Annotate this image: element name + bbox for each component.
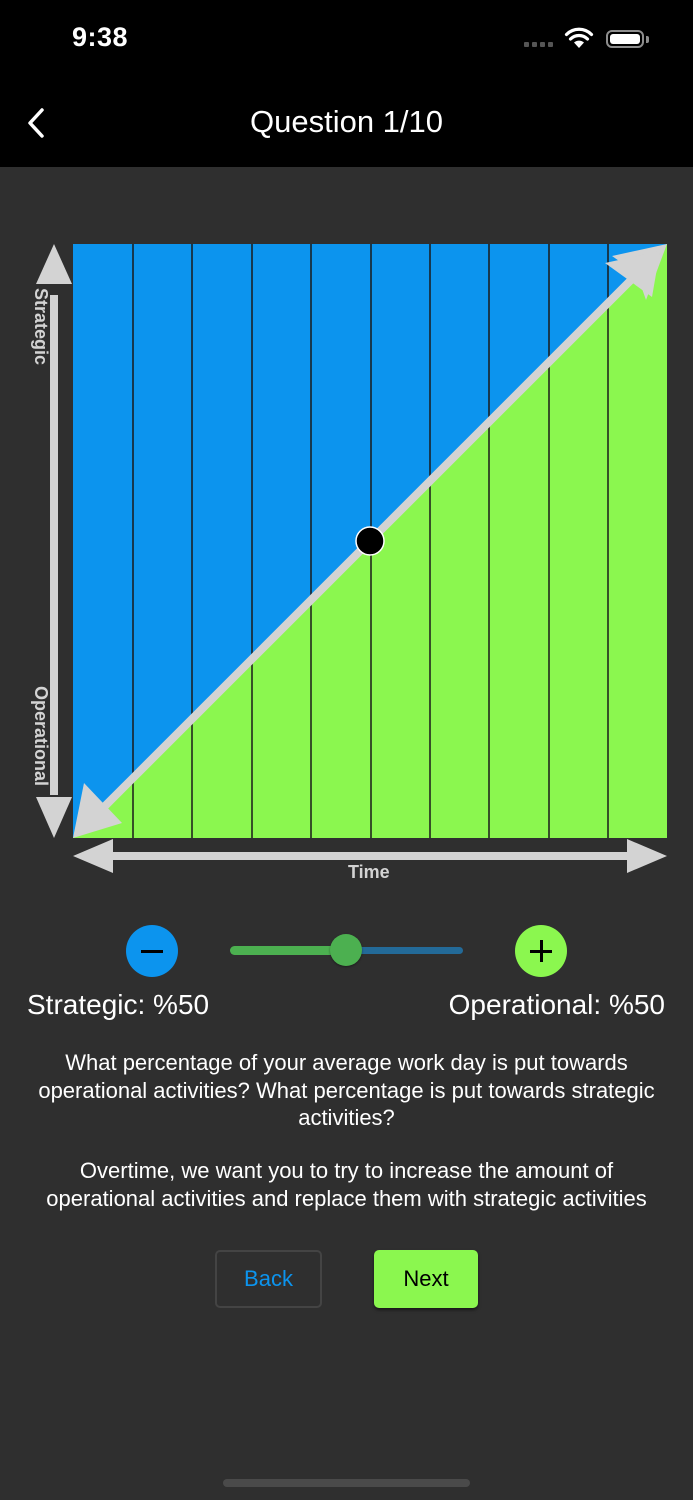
- x-axis-label: Time: [348, 862, 390, 882]
- battery-icon: [606, 30, 644, 48]
- value-marker: [355, 526, 385, 556]
- horizontal-axis-arrow-icon: [73, 839, 667, 873]
- y-axis-bottom-label: Operational: [31, 686, 51, 787]
- battery-tip: [646, 36, 649, 43]
- allocation-slider[interactable]: [230, 934, 463, 966]
- chevron-left-icon[interactable]: [22, 102, 52, 142]
- page-title: Question 1/10: [249, 104, 444, 139]
- operational-percentage: Operational: %50: [448, 989, 665, 1020]
- navigation-bar: Question 1/10: [0, 80, 693, 167]
- chart-canvas[interactable]: [0, 167, 693, 897]
- status-bar: 9:38: [0, 0, 693, 80]
- plus-icon[interactable]: [515, 925, 567, 977]
- cellular-signal-icon: [524, 42, 553, 47]
- question-text: What percentage of your average work day…: [38, 1050, 655, 1130]
- minus-icon[interactable]: [126, 925, 178, 977]
- y-axis-top-label: Strategic: [31, 288, 51, 366]
- back-button[interactable]: Back: [215, 1250, 322, 1308]
- allocation-controls: [0, 920, 693, 980]
- wifi-icon: [564, 27, 594, 48]
- status-time: 9:38: [72, 22, 129, 52]
- home-indicator[interactable]: [223, 1479, 470, 1487]
- slider-track-active: [230, 946, 348, 955]
- slider-thumb[interactable]: [330, 934, 362, 966]
- slider-track-inactive: [348, 947, 463, 954]
- strategic-percentage: Strategic: %50: [27, 989, 210, 1020]
- hint-text: Overtime, we want you to try to increase…: [46, 1158, 647, 1211]
- vertical-axis-arrow-icon: [36, 244, 72, 838]
- strategic-operational-chart[interactable]: [0, 167, 693, 897]
- next-button[interactable]: Next: [374, 1250, 478, 1308]
